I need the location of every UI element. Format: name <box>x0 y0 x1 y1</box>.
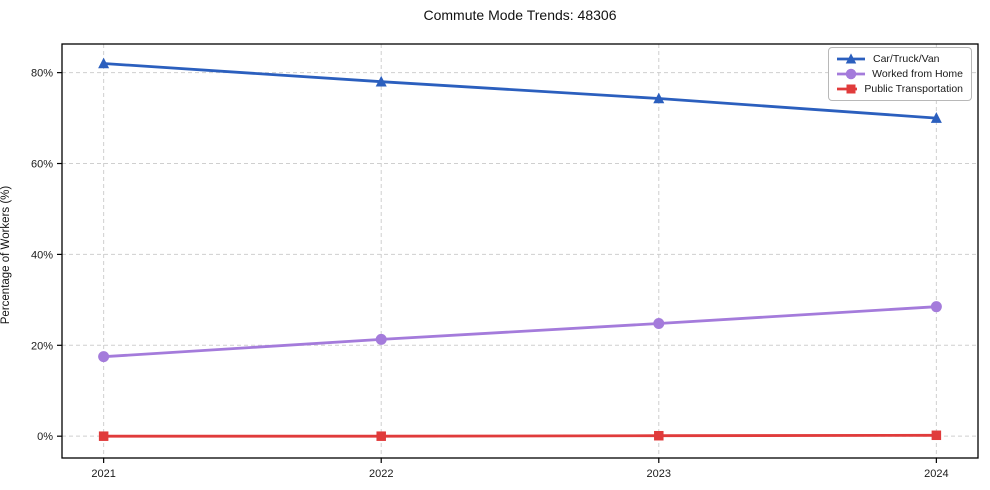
x-tick-label: 2021 <box>91 468 115 480</box>
legend-label: Worked from Home <box>872 68 963 80</box>
circle-marker <box>98 351 110 363</box>
legend-label: Public Transportation <box>864 83 963 95</box>
y-tick-label: 40% <box>31 249 53 261</box>
chart-title: Commute Mode Trends: 48306 <box>423 7 617 23</box>
circle-legend-swatch-icon <box>837 68 865 80</box>
series-line <box>102 433 938 438</box>
triangle-marker <box>98 57 110 69</box>
axes-spine <box>61 43 979 459</box>
triangle-marker <box>653 92 665 104</box>
square-marker <box>376 431 386 441</box>
y-tick-label: 20% <box>31 340 53 352</box>
square-marker <box>846 84 856 94</box>
triangle-legend-swatch-icon <box>837 53 865 64</box>
square-legend-swatch-icon <box>837 84 858 94</box>
circle-marker <box>930 301 942 313</box>
triangle-marker <box>930 112 942 123</box>
y-tick-label: 0% <box>37 431 53 443</box>
triangle-marker <box>375 75 387 87</box>
legend-item: Public Transportation <box>836 83 963 95</box>
legend-item: Worked from Home <box>836 68 963 80</box>
x-tick-label: 2024 <box>924 468 948 480</box>
x-tick-label: 2023 <box>647 468 671 480</box>
series-line <box>102 305 938 359</box>
y-tick-label: 60% <box>31 159 53 171</box>
x-tick-label: 2022 <box>369 468 393 480</box>
square-marker <box>931 430 942 441</box>
square-marker <box>98 431 109 441</box>
series-line <box>102 62 938 120</box>
legend-label: Car/Truck/Van <box>873 53 940 65</box>
circle-marker <box>653 317 665 329</box>
legend-item: Car/Truck/Van <box>836 53 963 65</box>
square-marker <box>654 430 664 441</box>
y-tick-label: 80% <box>31 68 53 80</box>
legend: Car/Truck/Van Worked from Home Public Tran… <box>828 47 972 101</box>
triangle-marker <box>845 53 857 64</box>
circle-marker <box>375 333 387 345</box>
circle-marker <box>845 68 857 80</box>
